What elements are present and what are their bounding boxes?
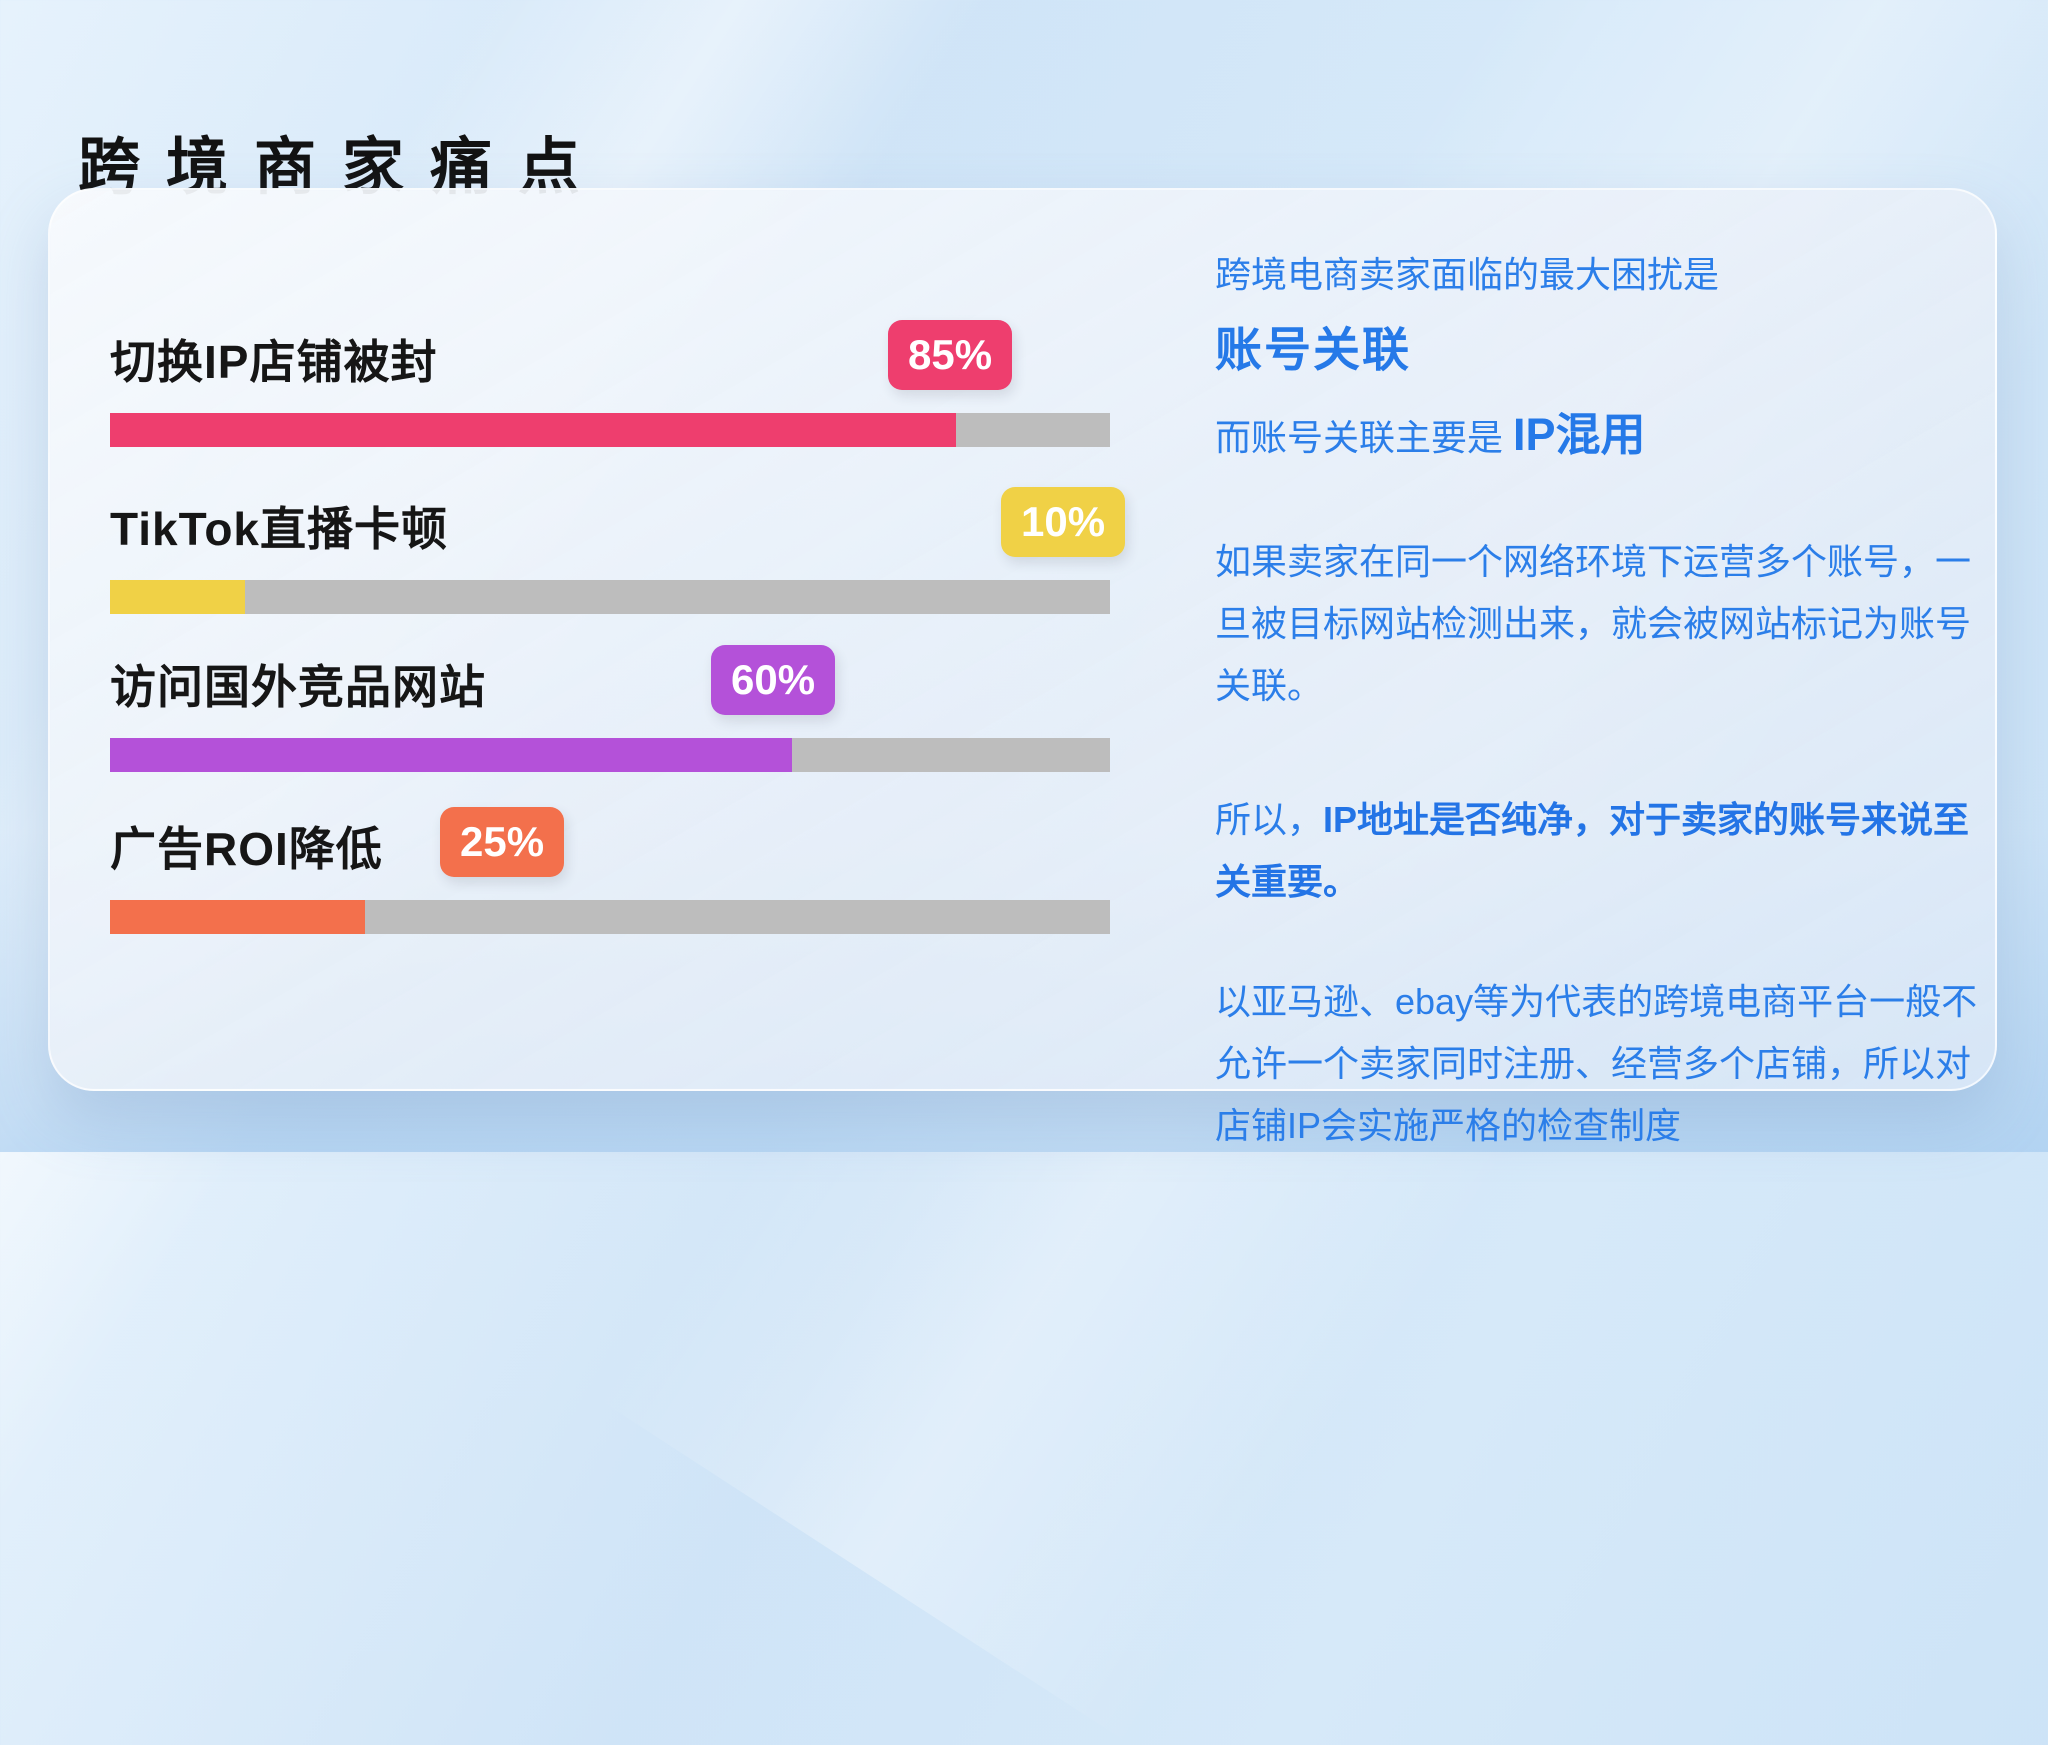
bar-track [110, 580, 1110, 614]
panel-paragraph-3: 以亚马逊、ebay等为代表的跨境电商平台一般不允许一个卖家同时注册、经营多个店铺… [1215, 981, 1978, 1146]
panel-subline-strong: IP混用 [1513, 409, 1646, 460]
bar-value-badge: 60% [711, 645, 836, 715]
bar-label: 广告ROI降低 [110, 823, 383, 875]
bar-label: 切换IP店铺被封 [110, 336, 438, 388]
bar-value-badge: 25% [440, 807, 565, 877]
panel-intro-line: 跨境电商卖家面临的最大困扰是 [1215, 254, 1720, 295]
bar-row-head: TikTok直播卡顿 10% [110, 487, 1126, 559]
bar-label: TikTok直播卡顿 [110, 503, 448, 555]
bar-row: 访问国外竞品网站 60% [110, 645, 1110, 772]
bar-row-head: 广告ROI降低 25% [110, 807, 1110, 879]
panel-paragraph-2-strong: IP地址是否纯净，对于卖家的账号来说至关重要。 [1215, 799, 1970, 902]
bar-row: 切换IP店铺被封 85% [110, 320, 1110, 447]
panel-paragraph-2: 所以，IP地址是否纯净，对于卖家的账号来说至关重要。 [1215, 789, 1997, 913]
bar-value-badge: 85% [888, 320, 1013, 390]
content-card: 切换IP店铺被封 85% TikTok直播卡顿 10% 访问国外竞品网站 60%… [48, 188, 1997, 1146]
panel-paragraph-1: 如果卖家在同一个网络环境下运营多个账号，一旦被目标网站检测出来，就会被网站标记为… [1215, 541, 1972, 706]
bar-row-head: 切换IP店铺被封 85% [110, 320, 1110, 392]
bar-track [110, 900, 1110, 934]
panel-subline-prefix: 而账号关联主要是 [1215, 417, 1514, 458]
panel-paragraph-2-prefix: 所以， [1215, 799, 1324, 840]
bar-chart: 切换IP店铺被封 85% TikTok直播卡顿 10% 访问国外竞品网站 60%… [110, 190, 1126, 1089]
bar-fill [110, 413, 956, 447]
bar-row-head: 访问国外竞品网站 60% [110, 645, 1110, 717]
bar-label: 访问国外竞品网站 [110, 661, 486, 713]
bar-row: 广告ROI降低 25% [110, 807, 1110, 934]
panel-subline: 而账号关联主要是 IP混用 [1215, 404, 1997, 469]
bar-fill [110, 900, 365, 934]
bar-track [110, 738, 1110, 772]
bar-fill [110, 580, 245, 614]
panel-headline: 账号关联 [1215, 323, 1411, 376]
bar-row: TikTok直播卡顿 10% [110, 487, 1126, 614]
bar-fill [110, 738, 792, 772]
info-panel: 跨境电商卖家面临的最大困扰是 账号关联 而账号关联主要是 IP混用 如果卖家在同… [1215, 244, 1997, 1157]
bar-value-badge: 10% [1001, 487, 1126, 557]
bar-track [110, 413, 1110, 447]
